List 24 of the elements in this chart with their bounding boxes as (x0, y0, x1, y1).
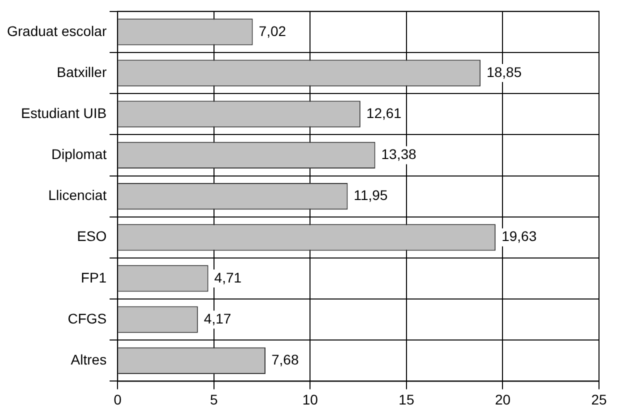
x-tick-label: 5 (210, 391, 218, 408)
y-tick-label: Diplomat (51, 146, 107, 162)
y-tick-label: FP1 (80, 269, 107, 286)
y-tick-label: Estudiant UIB (20, 104, 107, 121)
y-tick-label: Altres (70, 352, 107, 368)
y-tick-label: Batxiller (56, 64, 107, 80)
data-label: 12,61 (366, 104, 402, 121)
y-tick-label: Llicenciat (48, 187, 107, 204)
data-label: 4,71 (214, 269, 242, 286)
data-label: 18,85 (486, 64, 522, 80)
data-label: 11,95 (354, 187, 388, 204)
x-tick-label: 15 (398, 391, 414, 408)
x-tick-label: 20 (494, 391, 511, 408)
x-tick-label: 10 (302, 391, 318, 408)
y-tick-label: Graduat escolar (6, 22, 107, 39)
data-label: 4,17 (204, 310, 232, 326)
x-tick-label: 0 (114, 391, 122, 408)
data-label: 7,02 (258, 22, 286, 39)
y-tick-label: CFGS (68, 310, 107, 326)
x-tick-label: 25 (591, 391, 607, 408)
data-label: 19,63 (502, 228, 537, 244)
data-label: 13,38 (381, 146, 416, 162)
data-label: 7,68 (271, 352, 299, 368)
y-tick-label: ESO (77, 228, 107, 244)
